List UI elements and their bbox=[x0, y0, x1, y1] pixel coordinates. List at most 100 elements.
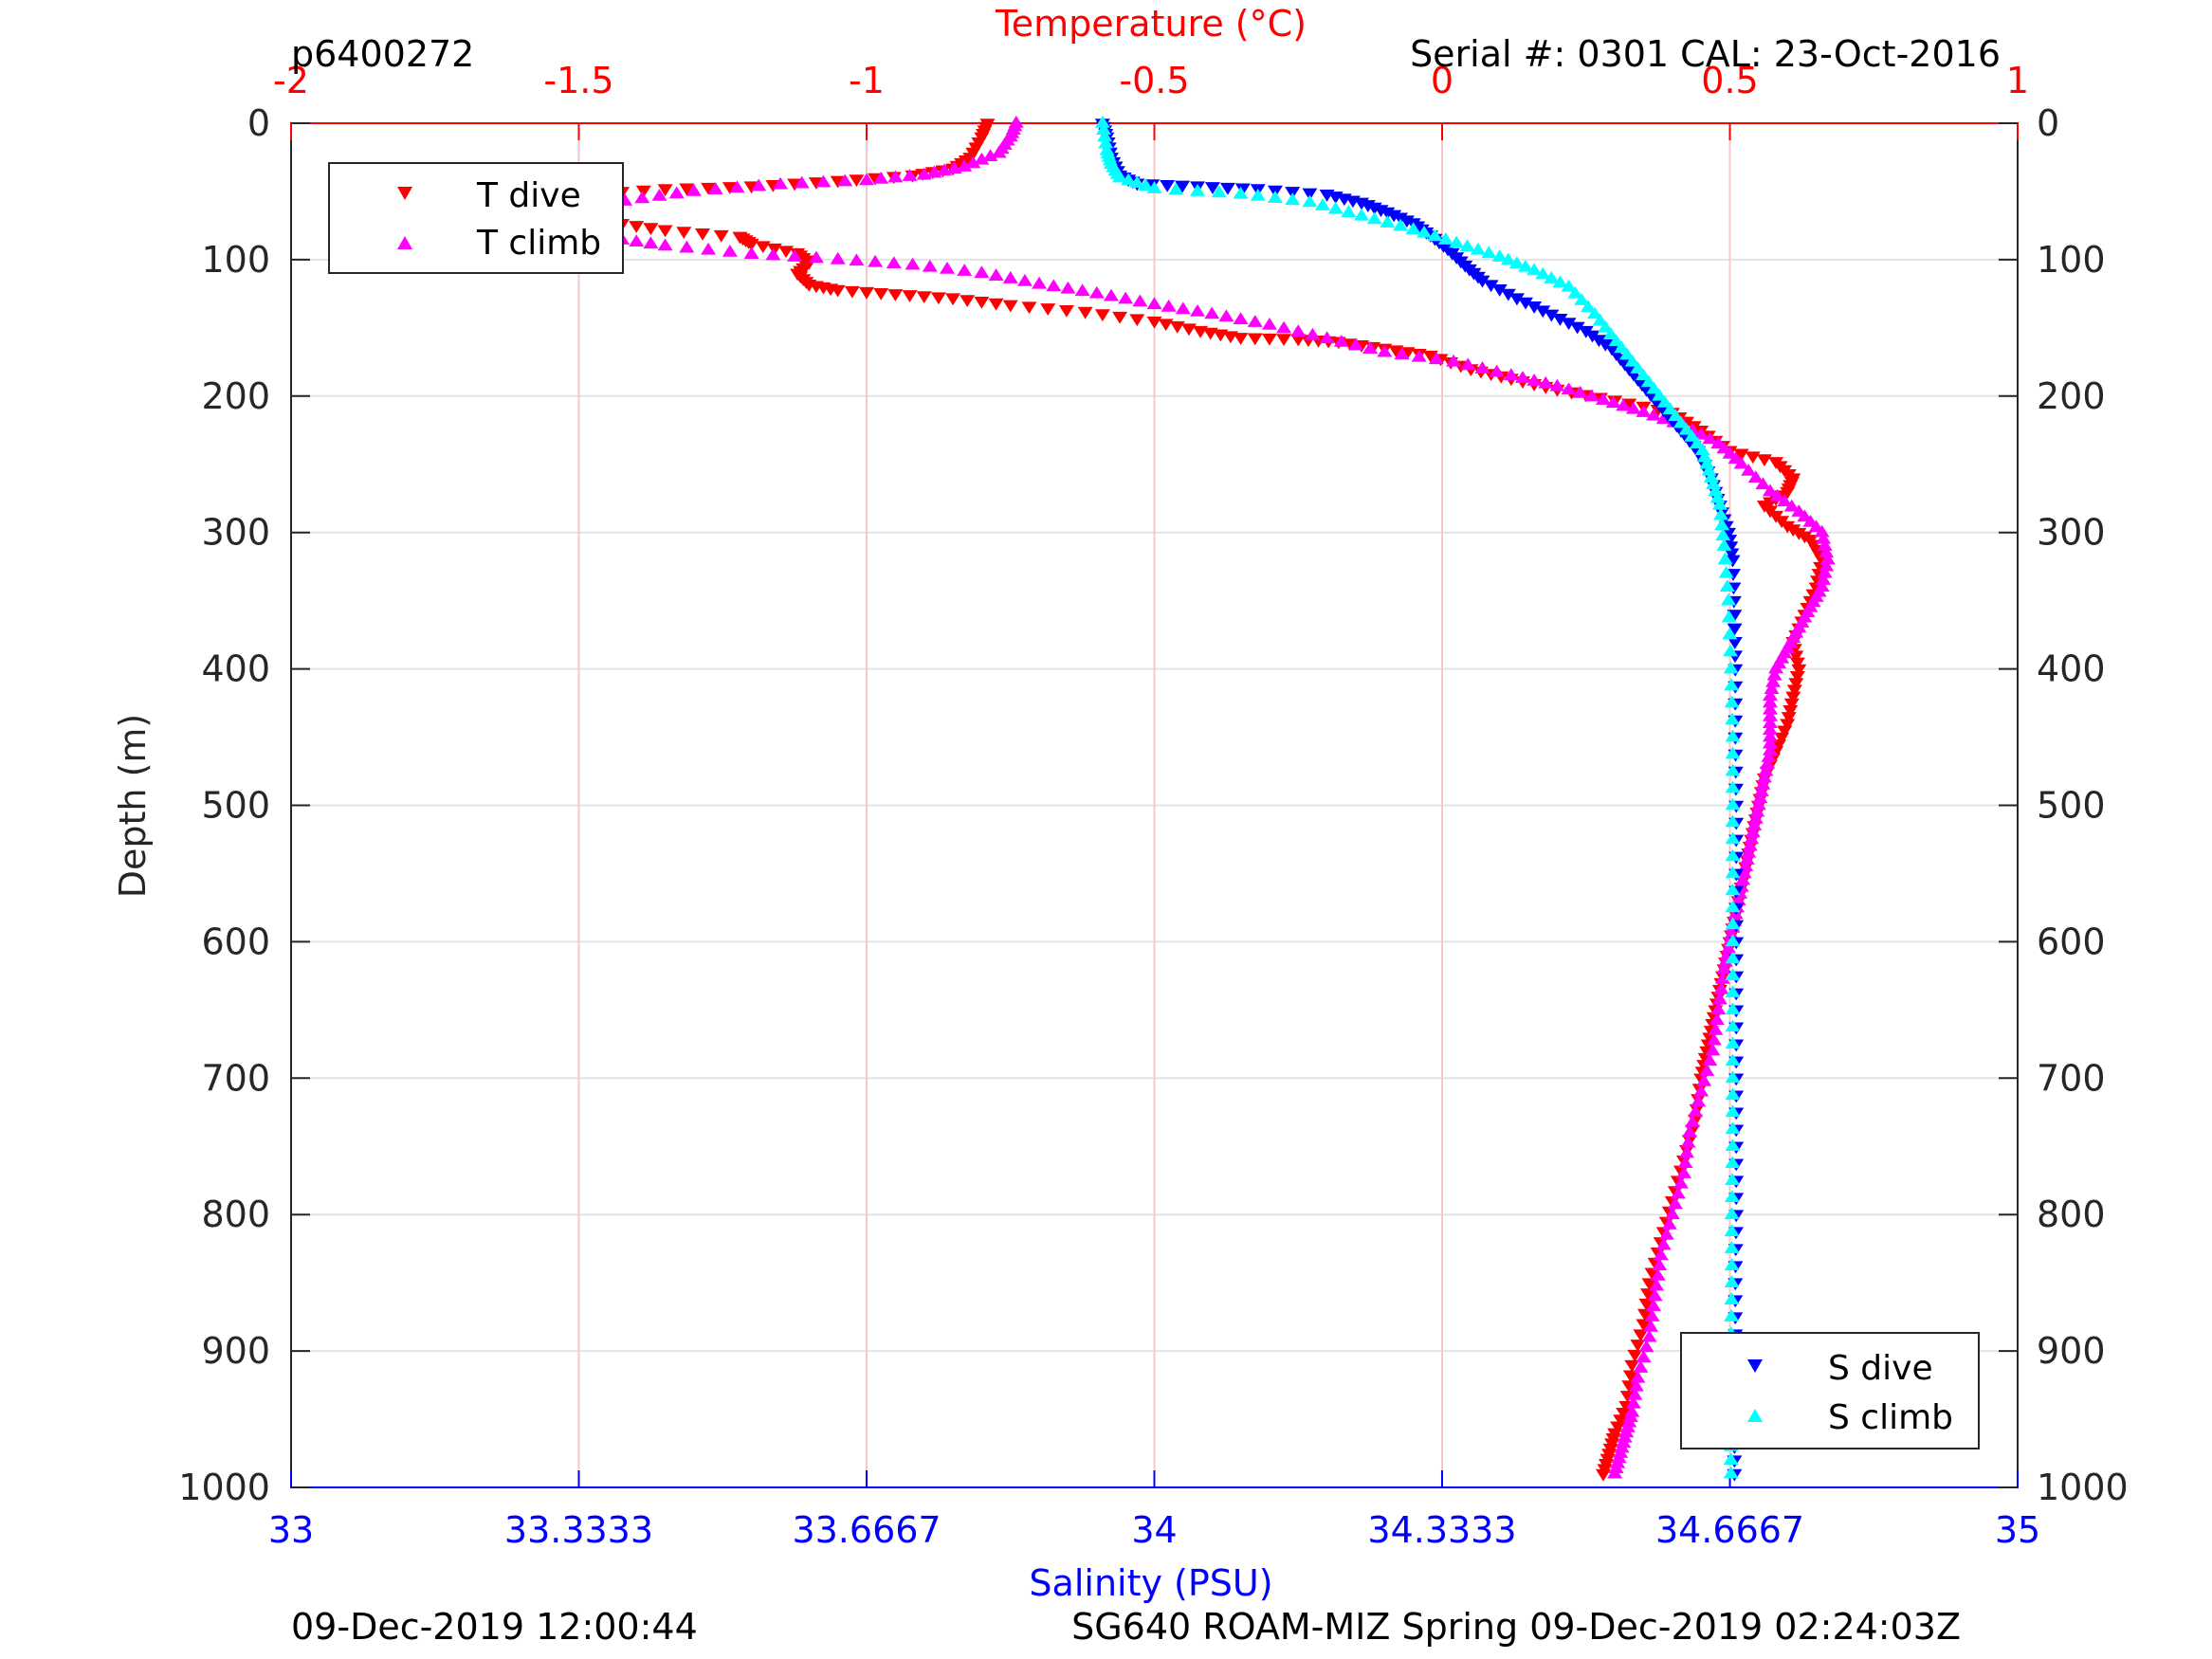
data-point bbox=[1722, 627, 1738, 640]
data-point bbox=[1535, 266, 1551, 280]
data-point bbox=[1725, 848, 1741, 862]
data-point bbox=[1190, 183, 1206, 196]
data-point bbox=[743, 246, 759, 259]
t-climb-legend-label: T climb bbox=[476, 224, 601, 263]
data-point bbox=[1744, 831, 1760, 845]
data-point bbox=[1595, 1468, 1611, 1482]
data-point bbox=[1250, 188, 1266, 201]
data-point bbox=[1624, 1359, 1640, 1373]
data-point bbox=[1675, 1166, 1691, 1178]
data-point bbox=[1724, 1275, 1740, 1287]
data-point bbox=[1234, 183, 1251, 196]
data-point bbox=[988, 268, 1004, 281]
data-point bbox=[1624, 1404, 1640, 1417]
data-point bbox=[1678, 422, 1694, 435]
plot-timestamp: 09-Dec-2019 12:00:44 bbox=[291, 1606, 698, 1648]
data-point bbox=[1460, 357, 1476, 371]
data-point bbox=[1691, 1094, 1707, 1107]
data-point bbox=[1781, 712, 1797, 724]
data-point bbox=[939, 261, 955, 274]
data-point bbox=[1725, 746, 1741, 759]
data-point bbox=[1710, 436, 1727, 448]
data-point bbox=[1129, 314, 1145, 327]
depth-tick-label-left: 800 bbox=[201, 1194, 270, 1235]
data-point bbox=[676, 227, 692, 240]
data-point bbox=[1180, 323, 1197, 337]
data-point bbox=[1074, 283, 1090, 297]
serial-calibration-label: Serial #: 0301 CAL: 23-Oct-2016 bbox=[1410, 33, 2001, 75]
data-point bbox=[1762, 702, 1778, 715]
data-point bbox=[859, 173, 874, 186]
data-point bbox=[1132, 294, 1148, 307]
data-point bbox=[1783, 698, 1800, 711]
data-point bbox=[1470, 242, 1486, 255]
data-point bbox=[1753, 784, 1769, 796]
data-point bbox=[1741, 463, 1757, 476]
depth-tick-label-right: 500 bbox=[2037, 785, 2106, 827]
data-point bbox=[1204, 306, 1220, 319]
data-point bbox=[1146, 297, 1162, 310]
data-point bbox=[1733, 448, 1749, 462]
data-point bbox=[701, 242, 717, 255]
data-point bbox=[1633, 1360, 1649, 1373]
data-point bbox=[701, 182, 717, 195]
temperature-tick-label: 0.5 bbox=[1701, 60, 1758, 101]
data-point bbox=[668, 186, 685, 199]
data-point bbox=[1677, 1156, 1693, 1169]
data-point bbox=[1816, 573, 1832, 585]
data-point bbox=[1285, 192, 1301, 206]
salinity-ticks: 33 33.3333 33.6667 34 34.3333 34.6667 35 bbox=[268, 1470, 2040, 1551]
data-point bbox=[1762, 695, 1778, 708]
data-point bbox=[1723, 661, 1739, 674]
temperature-tick-label: -1 bbox=[849, 60, 885, 101]
data-point bbox=[1709, 490, 1726, 503]
data-point bbox=[1725, 1156, 1741, 1169]
data-point bbox=[1725, 797, 1741, 811]
data-point bbox=[1725, 729, 1741, 742]
salinity-legend: S dive S climb bbox=[1680, 1332, 1980, 1449]
data-point bbox=[755, 241, 771, 254]
data-point bbox=[1538, 375, 1554, 389]
data-point bbox=[1709, 1012, 1725, 1025]
data-point bbox=[1708, 1022, 1724, 1035]
data-point bbox=[1561, 318, 1577, 331]
data-point bbox=[778, 246, 795, 259]
data-point bbox=[1673, 415, 1689, 428]
data-point bbox=[1688, 1104, 1704, 1118]
data-point bbox=[916, 291, 932, 304]
data-point bbox=[707, 182, 723, 194]
data-point bbox=[1211, 185, 1227, 198]
data-point bbox=[1725, 1087, 1741, 1101]
data-point bbox=[1449, 235, 1465, 248]
data-point bbox=[1720, 940, 1736, 954]
data-point bbox=[1392, 218, 1408, 231]
data-point bbox=[1685, 1115, 1701, 1127]
data-point bbox=[1711, 497, 1728, 510]
data-point bbox=[1724, 1292, 1740, 1304]
data-point bbox=[1725, 1121, 1741, 1135]
data-point bbox=[1725, 1019, 1741, 1032]
data-point bbox=[765, 247, 781, 261]
data-point bbox=[1610, 1421, 1626, 1434]
data-point bbox=[1706, 1032, 1722, 1046]
data-point bbox=[1636, 1350, 1652, 1363]
data-point bbox=[1305, 327, 1321, 340]
data-point bbox=[1678, 1145, 1694, 1158]
data-point bbox=[1099, 142, 1115, 155]
data-point bbox=[1098, 136, 1114, 149]
data-point bbox=[1405, 222, 1421, 235]
data-point bbox=[1503, 368, 1519, 381]
temperature-ticks: -2 -1.5 -1 -0.5 0 0.5 1 bbox=[273, 60, 2029, 140]
data-point bbox=[1725, 712, 1741, 725]
data-point bbox=[1489, 364, 1505, 377]
data-point bbox=[1655, 1237, 1672, 1250]
data-point bbox=[1474, 275, 1490, 288]
data-point bbox=[1366, 211, 1382, 225]
temperature-tick-label: -2 bbox=[273, 60, 309, 101]
data-point bbox=[965, 155, 981, 169]
data-point bbox=[1765, 674, 1782, 687]
data-point bbox=[1819, 558, 1835, 572]
data-point bbox=[1518, 297, 1534, 310]
data-point bbox=[1169, 320, 1185, 334]
data-point bbox=[679, 183, 695, 196]
